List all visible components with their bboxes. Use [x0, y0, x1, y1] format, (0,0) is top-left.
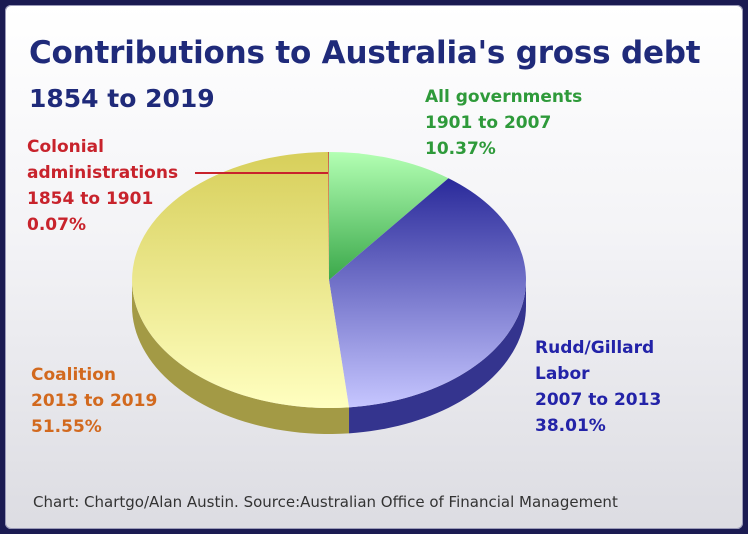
label-all-governments-value: 10.37% — [425, 139, 496, 159]
chart-source: Chart: Chartgo/Alan Austin. Source:Austr… — [33, 493, 618, 511]
label-colonial-line2: administrations — [27, 163, 179, 183]
label-coalition-line2: 2013 to 2019 — [31, 391, 158, 411]
pie-slice-rudd-gillard — [329, 178, 527, 408]
pie-side-rudd-gillard — [349, 280, 526, 434]
label-coalition-line1: Coalition — [31, 365, 117, 385]
label-coalition-value: 51.55% — [31, 417, 102, 437]
pie-slice-colonial — [328, 151, 329, 280]
label-rudd-gillard-line2: Labor — [535, 364, 590, 384]
label-rudd-gillard: Rudd/Gillard Labor 2007 to 2013 38.01% — [535, 335, 661, 439]
pie-side-coalition — [132, 280, 350, 434]
chart-frame: Contributions to Australia's gross debt … — [5, 5, 743, 529]
label-colonial-line3: 1854 to 1901 — [27, 189, 154, 209]
label-coalition: Coalition 2013 to 2019 51.55% — [31, 362, 157, 440]
pie-slice-all-governments — [329, 152, 449, 280]
pie-chart — [132, 151, 527, 434]
label-all-governments: All governments 1901 to 2007 10.37% — [425, 84, 582, 162]
label-rudd-gillard-line3: 2007 to 2013 — [535, 390, 662, 410]
label-colonial-line1: Colonial — [27, 137, 104, 157]
chart-title: Contributions to Australia's gross debt — [29, 35, 701, 71]
chart-subtitle: 1854 to 2019 — [29, 84, 215, 113]
label-rudd-gillard-value: 38.01% — [535, 416, 606, 436]
pie-slice-coalition — [132, 152, 350, 408]
label-rudd-gillard-line1: Rudd/Gillard — [535, 338, 655, 358]
label-colonial: Colonial administrations 1854 to 1901 0.… — [27, 134, 178, 238]
label-all-governments-line2: 1901 to 2007 — [425, 113, 552, 133]
label-all-governments-line1: All governments — [425, 87, 583, 107]
label-colonial-value: 0.07% — [27, 215, 86, 235]
